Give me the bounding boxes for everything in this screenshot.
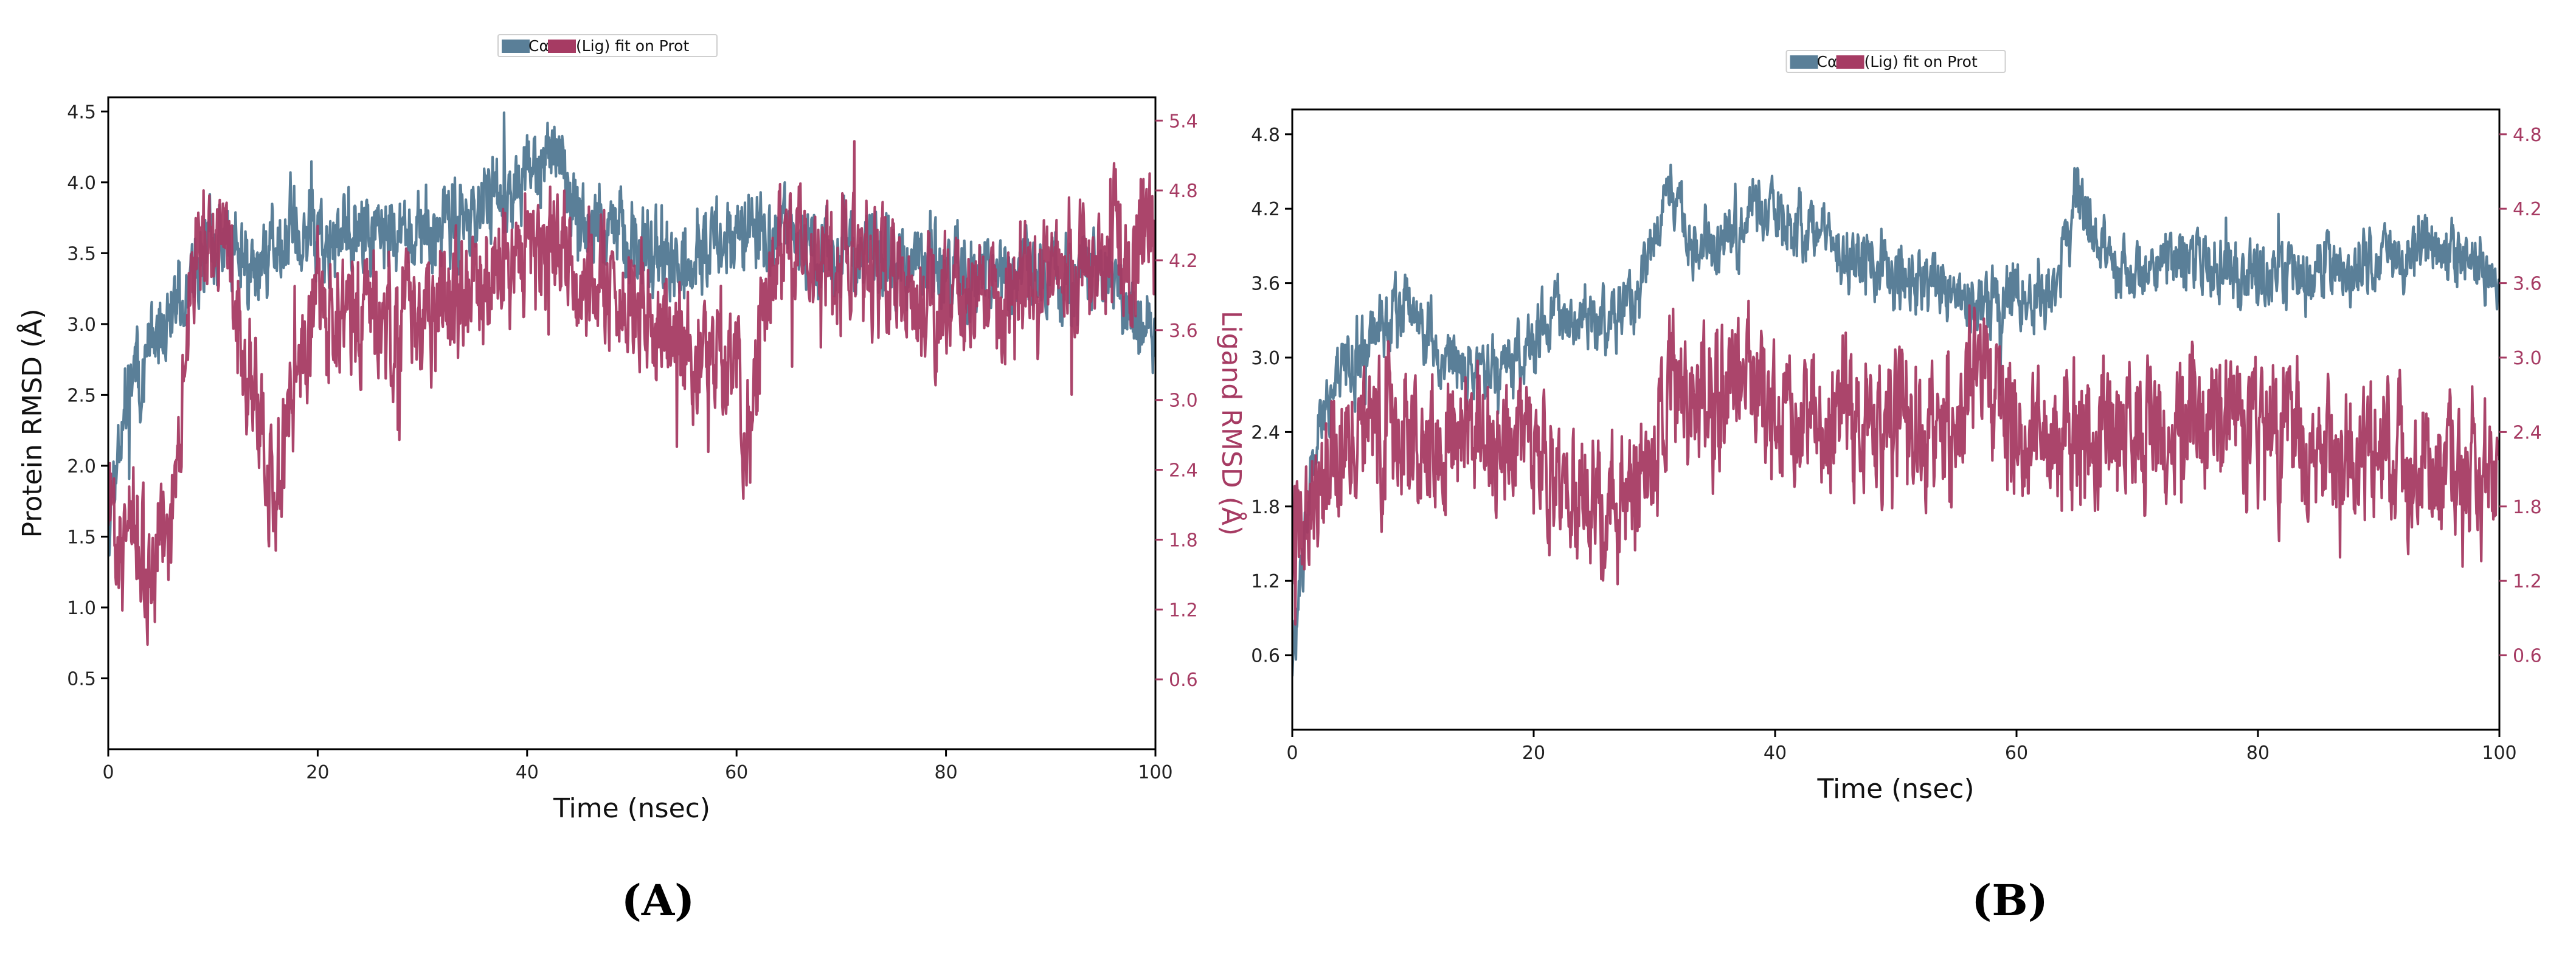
right-y-tick-label: 4.2 [1169,251,1198,272]
right-y-tick-label: 1.8 [2513,497,2542,518]
right-y-tick-label: 2.4 [2513,422,2542,443]
right-y-tick-label: 3.0 [2513,348,2542,369]
left-y-tick-label: 1.8 [1251,497,1280,518]
x-tick-label: 80 [935,762,958,783]
legend-swatch-protein [1790,55,1818,69]
plot-traces [108,111,1155,646]
x-tick-label: 0 [1286,743,1298,764]
right-y-tick-label: 3.0 [1169,390,1198,412]
right-y-tick-label: 0.6 [2513,646,2542,667]
legend: Cα (Lig) fit on Prot [1785,50,2006,73]
x-tick-label: 60 [725,762,748,783]
plot-traces [1292,164,2499,677]
x-tick-label: 20 [1522,743,1545,764]
legend-label-ligand: (Lig) fit on Prot [1864,53,1978,71]
panel-label: (B) [1972,875,2048,926]
ligand-rmsd-series-line [1292,299,2499,626]
right-y-tick-label: 5.4 [1169,111,1198,132]
legend-swatch-protein [502,40,530,53]
left-y-tick-label: 2.0 [67,456,96,477]
left-y-axis-label: Protein RMSD (Å) [16,309,48,538]
left-y-tick-label: 0.6 [1251,646,1280,667]
ligand-rmsd-series-line [108,140,1155,646]
left-y-tick-label: 3.0 [67,314,96,336]
right-y-tick-label: 4.2 [2513,199,2542,220]
x-tick-label: 20 [306,762,329,783]
legend-label-protein: Cα [528,37,549,55]
x-tick-label: 60 [2005,743,2028,764]
x-tick-label: 100 [1138,762,1172,783]
plot-frame [1291,108,2501,731]
plot-frame [107,96,1157,750]
chart-panel-b: 0 20 40 60 80 100 0.6 1.2 1.8 2.4 3.0 3.6 4.2 4.8 0.6 1… [1251,50,2542,926]
chart-panel-a: 0 20 40 60 80 100 0.5 1.0 1.5 2.0 2.5 3.0 3.5 4.0 4.5 0… [16,34,1248,926]
right-y-axis-label: Ligand RMSD (Å) [1216,311,1248,536]
right-y-tick-label: 1.2 [1169,600,1198,621]
left-y-tick-label: 4.8 [1251,125,1280,146]
legend: Cα (Lig) fit on Prot [497,34,718,57]
left-y-tick-label: 0.5 [67,668,96,690]
left-y-tick-label: 2.4 [1251,422,1280,443]
legend-swatch-ligand [548,40,576,53]
left-y-tick-label: 4.2 [1251,199,1280,220]
panel-label: (A) [621,875,695,926]
right-y-tick-label: 1.2 [2513,571,2542,592]
left-y-tick-label: 1.0 [67,598,96,619]
left-y-tick-label: 3.0 [1251,348,1280,369]
left-y-tick-label: 1.2 [1251,571,1280,592]
left-y-tick-label: 4.0 [67,173,96,194]
legend-label-ligand: (Lig) fit on Prot [576,37,689,55]
right-y-tick-label: 0.6 [1169,670,1198,691]
left-y-tick-label: 3.5 [67,243,96,265]
x-tick-label: 100 [2482,743,2516,764]
right-y-tick-label: 3.6 [1169,320,1198,342]
right-y-tick-label: 2.4 [1169,460,1198,482]
x-tick-label: 80 [2246,743,2270,764]
left-y-tick-label: 2.5 [67,385,96,406]
legend-swatch-ligand [1836,55,1864,69]
x-axis-label: Time (nsec) [553,793,710,824]
x-tick-label: 0 [102,762,114,783]
left-y-tick-label: 4.5 [67,102,96,123]
x-tick-label: 40 [1764,743,1787,764]
protein-rmsd-series-line [1292,164,2499,677]
right-y-tick-label: 3.6 [2513,274,2542,295]
right-y-tick-label: 1.8 [1169,530,1198,551]
x-tick-label: 40 [516,762,539,783]
legend-label-protein: Cα [1817,53,1838,71]
right-y-tick-label: 4.8 [2513,125,2542,146]
left-y-tick-label: 1.5 [67,527,96,548]
left-y-tick-label: 3.6 [1251,274,1280,295]
x-axis-label: Time (nsec) [1816,774,1974,805]
right-y-tick-label: 4.8 [1169,181,1198,202]
